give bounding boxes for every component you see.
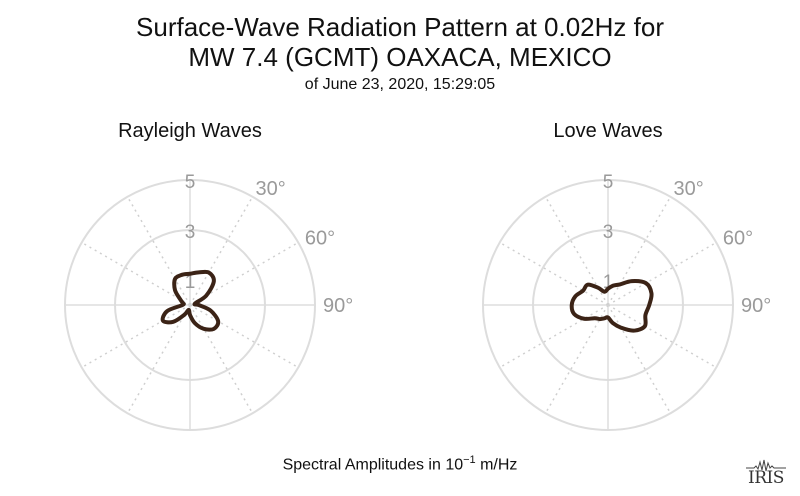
love-angle-label: 90° (741, 295, 771, 317)
love-ring (532, 229, 684, 381)
rayleigh-ring (64, 179, 316, 431)
chart-title-line-2: MW 7.4 (GCMT) OAXACA, MEXICO (188, 42, 612, 72)
rayleigh-radiation-pattern (160, 269, 221, 332)
rayleigh-angle-label: 90° (323, 295, 353, 317)
chart-subtitle: of June 23, 2020, 15:29:05 (304, 76, 496, 93)
iris-logo: IRIS (746, 458, 786, 488)
love-angle-label: 60° (723, 228, 753, 250)
love-r-tick-label: 3 (603, 222, 614, 243)
footer-label-suffix: m/Hz (475, 456, 518, 474)
footer-units-label: Spectral Amplitudes in 10−1 m/Hz (0, 454, 800, 474)
iris-logo-text: IRIS (748, 468, 784, 488)
rayleigh-angle-label: 60° (305, 228, 335, 250)
rayleigh-angle-label: 30° (256, 178, 286, 200)
rayleigh-panel-title: Rayleigh Waves (118, 120, 262, 142)
love-panel-title: Love Waves (553, 120, 663, 142)
love-ring (482, 179, 734, 431)
love-radiation-pattern (569, 279, 654, 333)
chart-title-block: Surface-Wave Radiation Pattern at 0.02Hz… (0, 12, 800, 96)
rayleigh-ring (114, 229, 266, 381)
rayleigh-r-tick-label: 5 (185, 172, 196, 193)
seismogram-icon (746, 459, 786, 472)
rayleigh-r-tick-label: 3 (185, 222, 196, 243)
polar-charts: 1 3 5 30° 60° 90° 1 3 5 30° 60° 90° (64, 172, 771, 431)
footer-label-prefix: Spectral Amplitudes in 10 (282, 456, 464, 474)
love-angle-label: 30° (674, 178, 704, 200)
love-r-tick-label: 5 (603, 172, 614, 193)
rayleigh-r-tick-label: 1 (185, 272, 196, 293)
footer-label-exponent: −1 (463, 454, 476, 466)
love-r-tick-label: 1 (603, 272, 614, 293)
chart-title-line-1: Surface-Wave Radiation Pattern at 0.02Hz… (136, 12, 664, 42)
